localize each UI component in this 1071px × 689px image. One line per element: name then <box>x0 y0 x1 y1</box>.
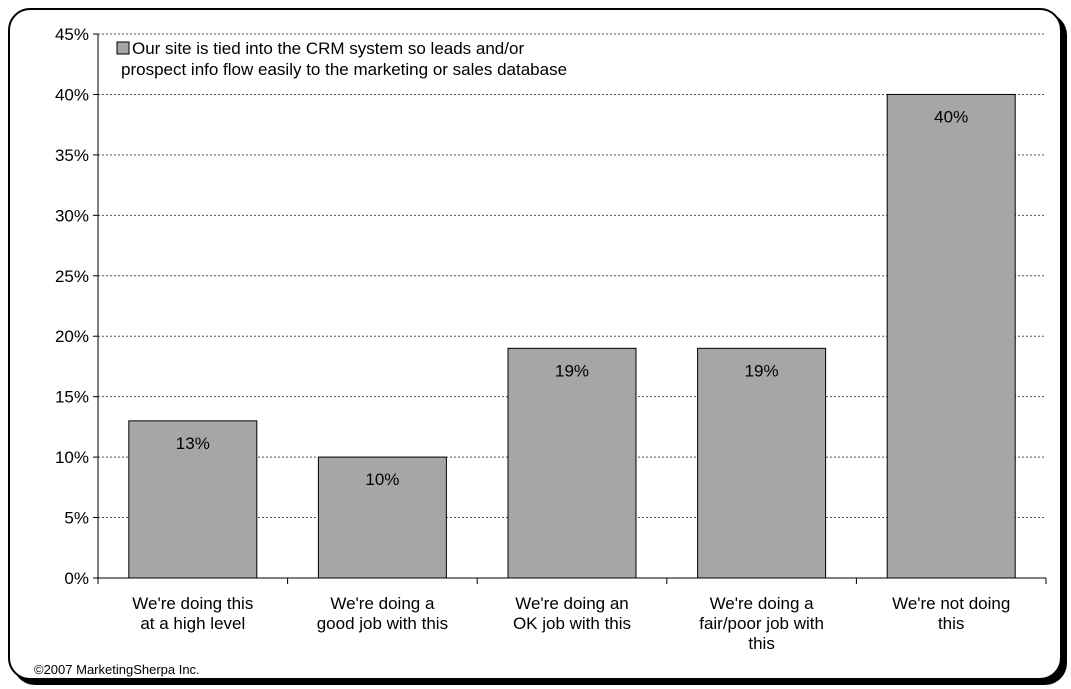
data-label: 19% <box>745 361 779 380</box>
x-tick-label: We're not doing this <box>892 594 1010 633</box>
y-tick-label: 5% <box>64 509 89 528</box>
x-tick-label: We're doing this at a high level <box>132 594 253 633</box>
x-tick-label: We're doing a fair/poor job with this <box>699 594 824 653</box>
y-tick-label: 15% <box>55 388 89 407</box>
y-tick-label: 20% <box>55 327 89 346</box>
data-label: 10% <box>365 470 399 489</box>
y-tick-label: 25% <box>55 267 89 286</box>
x-tick-label: We're doing a good job with this <box>317 594 448 633</box>
bar <box>886 93 1016 579</box>
bar <box>317 456 447 579</box>
y-tick-label: 0% <box>64 569 89 588</box>
legend-swatch <box>116 41 130 55</box>
data-label: 40% <box>934 107 968 126</box>
data-label: 13% <box>176 434 210 453</box>
bar <box>697 347 827 579</box>
bar <box>128 420 258 579</box>
x-tick-label: We're doing an OK job with this <box>513 594 631 633</box>
legend-label: Our site is tied into the CRM system so … <box>121 39 567 79</box>
y-tick-label: 30% <box>55 206 89 225</box>
y-tick-label: 40% <box>55 85 89 104</box>
y-tick-label: 10% <box>55 448 89 467</box>
copyright-text: ©2007 MarketingSherpa Inc. <box>34 662 200 677</box>
y-tick-label: 45% <box>55 25 89 44</box>
data-label: 19% <box>555 361 589 380</box>
y-tick-label: 35% <box>55 146 89 165</box>
bar <box>507 347 637 579</box>
